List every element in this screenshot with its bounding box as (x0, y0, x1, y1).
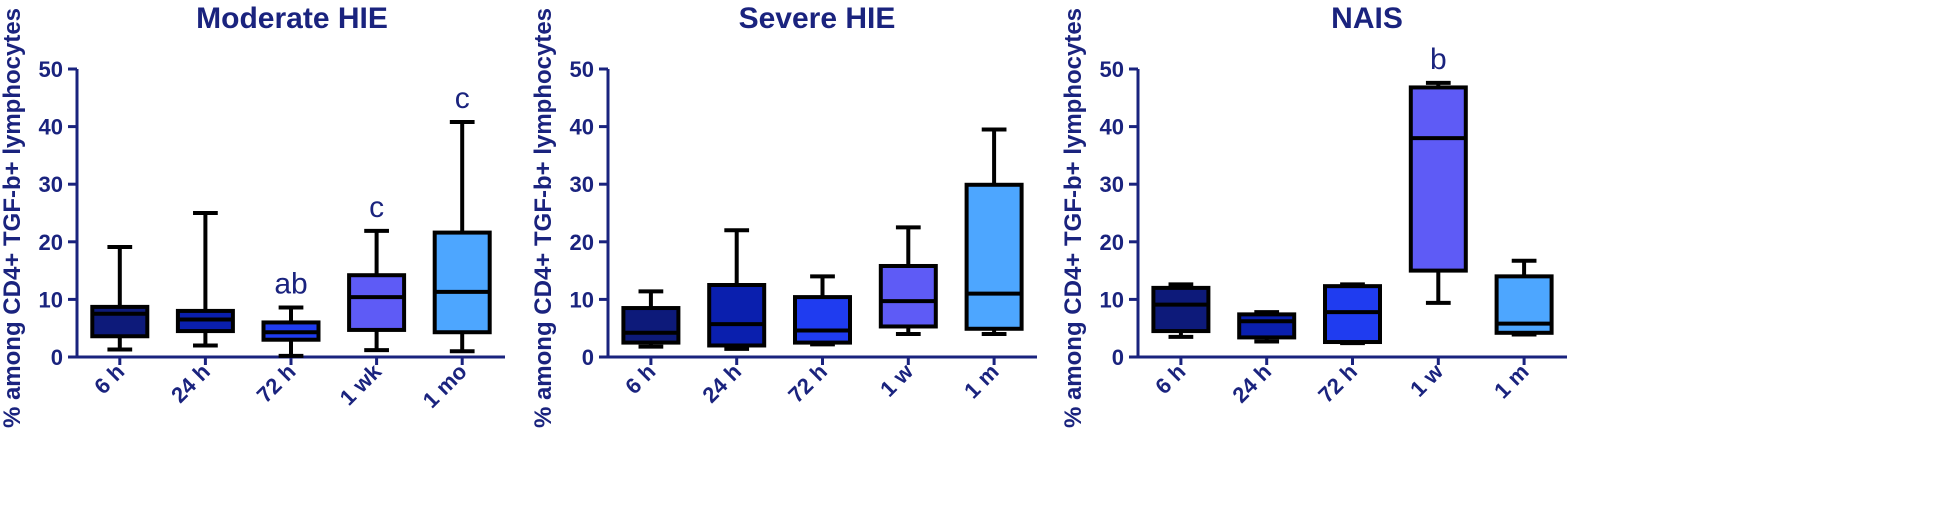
box-5: 1 m (1489, 258, 1554, 403)
x-tick-label: 1 wk (335, 358, 387, 410)
y-tick-label: 20 (1100, 230, 1124, 255)
iqr-box (347, 273, 407, 332)
significance-label: c (455, 82, 470, 115)
box-1: 6 h (89, 244, 150, 399)
box-4: 1 w (875, 225, 938, 402)
significance-label: ab (274, 267, 307, 300)
box-5: c 1 mo (418, 82, 492, 413)
x-tick-label: 24 h (697, 359, 746, 408)
x-tick-label: 1 w (875, 358, 918, 401)
iqr-box (90, 304, 150, 339)
x-tick-label: 1 m (959, 359, 1003, 403)
y-tick-label: 0 (51, 345, 63, 370)
significance-label: c (369, 191, 384, 224)
box-4: b 1 w (1405, 43, 1468, 402)
y-tick-label: 40 (1100, 115, 1124, 140)
y-tick-label: 40 (570, 115, 594, 140)
iqr-box (432, 230, 492, 335)
chart-title: NAIS (1331, 2, 1403, 35)
x-tick-label: 72 h (783, 359, 832, 408)
iqr-box (793, 295, 852, 345)
box-3: 72 h (783, 274, 852, 408)
y-tick-label: 20 (570, 230, 594, 255)
x-tick-label: 72 h (1313, 359, 1362, 408)
significance-label: b (1430, 43, 1447, 76)
iqr-box (707, 283, 767, 348)
iqr-box (878, 263, 938, 329)
iqr-box (1408, 85, 1468, 273)
x-tick-label: 1 w (1405, 358, 1448, 401)
y-tick-label: 10 (570, 287, 594, 312)
y-tick-label: 50 (1100, 57, 1124, 82)
y-tick-label: 0 (582, 345, 594, 370)
box-2: 24 h (697, 228, 767, 408)
x-tick-label: 1 mo (418, 359, 472, 413)
box-1: 6 h (620, 289, 681, 399)
box-4: c 1 wk (335, 191, 407, 410)
y-axis-label: % among CD4+ TGF-b+ lymphocytes (1060, 8, 1087, 428)
iqr-box (1237, 312, 1297, 340)
x-tick-label: 72 h (252, 359, 301, 408)
panel-1: Moderate HIE % among CD4+ TGF-b+ lymphocy… (0, 2, 505, 428)
y-tick-label: 0 (1112, 345, 1124, 370)
panel-3: NAIS % among CD4+ TGF-b+ lymphocytes 0 10 20… (1060, 2, 1567, 428)
box-2: 24 h (1227, 310, 1297, 408)
x-tick-label: 6 h (620, 359, 660, 399)
x-tick-label: 24 h (166, 359, 215, 408)
iqr-box (964, 182, 1024, 331)
y-tick-label: 10 (1100, 287, 1124, 312)
box-1: 6 h (1150, 282, 1211, 399)
x-tick-label: 24 h (1227, 359, 1276, 408)
y-tick-label: 10 (39, 287, 63, 312)
chart-title: Severe HIE (739, 2, 896, 35)
y-tick-label: 30 (39, 172, 63, 197)
box-5: 1 m (959, 127, 1024, 403)
y-tick-label: 20 (39, 230, 63, 255)
box-3: 72 h (1313, 282, 1382, 408)
y-axis-label: % among CD4+ TGF-b+ lymphocytes (0, 8, 26, 428)
x-tick-label: 6 h (1150, 359, 1190, 399)
box-3: ab 72 h (252, 267, 321, 408)
iqr-box (1151, 285, 1211, 334)
y-tick-label: 50 (570, 57, 594, 82)
iqr-box (1323, 284, 1382, 345)
y-tick-label: 30 (570, 172, 594, 197)
y-tick-label: 30 (1100, 172, 1124, 197)
box-2: 24 h (166, 211, 235, 408)
y-tick-label: 50 (39, 57, 63, 82)
x-tick-label: 1 m (1489, 359, 1533, 403)
panel-2: Severe HIE % among CD4+ TGF-b+ lymphocyte… (530, 2, 1037, 428)
iqr-box (621, 306, 681, 345)
y-axis-label: % among CD4+ TGF-b+ lymphocytes (530, 8, 557, 428)
y-tick-label: 40 (39, 115, 63, 140)
chart-title: Moderate HIE (196, 2, 388, 35)
x-tick-label: 6 h (89, 359, 129, 399)
